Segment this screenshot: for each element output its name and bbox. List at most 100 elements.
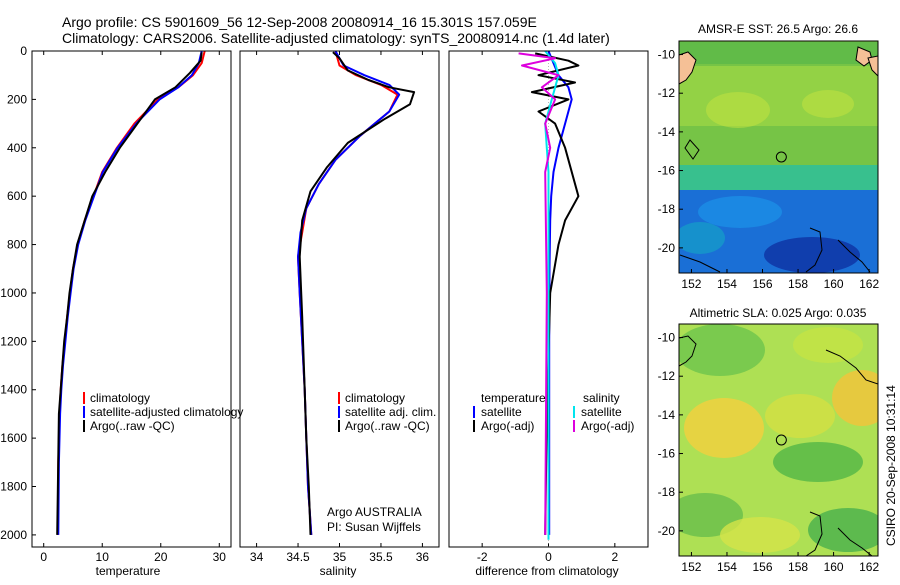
difference-axes-frame: [448, 50, 649, 548]
legend-label-sal-satellite: satellite: [581, 405, 622, 419]
sst-warm-patch: [706, 92, 770, 128]
series-line-temperature-argo-adj-: [530, 52, 580, 535]
x-tick-label: 0: [545, 550, 552, 564]
lat-tick-label: -10: [658, 48, 676, 62]
series-line-satellite-adjusted-climatology: [57, 51, 203, 535]
x-tick-label: 30: [213, 550, 227, 564]
sla-low-patch: [773, 442, 863, 482]
difference-panel: -2 0 2 difference from climatology tempera…: [448, 50, 649, 578]
legend-label-sal-argo: Argo(-adj): [581, 419, 634, 433]
y-tick-label: 200: [7, 92, 27, 106]
lon-tick-label: 160: [824, 277, 844, 291]
sst-cold-patch: [698, 196, 782, 228]
legend-label-climatology: climatology: [345, 391, 405, 405]
lon-tick-label: 154: [717, 560, 737, 574]
lon-tick-label: 152: [681, 560, 701, 574]
temperature-lines: [56, 51, 206, 535]
sla-map-ticks: 152 154 156 158 160 162 -10 -12 -14 -16 -18 -20: [658, 331, 880, 574]
legend-label-argo: Argo(..raw -QC): [90, 419, 175, 433]
legend-label-satellite: satellite adj. clim.: [345, 405, 436, 419]
x-tick-label: 20: [154, 550, 168, 564]
lat-tick-label: -16: [658, 164, 676, 178]
csiro-timestamp-label: CSIRO 20-Sep-2008 10:31:14: [884, 385, 898, 546]
sst-warm-patch: [802, 90, 854, 118]
salinity-ticks: 34 34.5 35 35.5 36: [250, 51, 429, 564]
legend-title-temperature: temperature: [481, 391, 546, 405]
legend-label-argo: Argo(..raw -QC): [345, 419, 430, 433]
principal-investigator-label: PI: Susan Wijffels: [327, 520, 421, 534]
lat-tick-label: -16: [658, 447, 676, 461]
lon-tick-label: 162: [859, 560, 879, 574]
y-tick-label: 0: [20, 44, 27, 58]
difference-legend: temperature salinity satellite Argo(-adj…: [473, 391, 634, 433]
sst-band-transition: [679, 165, 878, 191]
x-tick-label: 35: [333, 550, 347, 564]
y-tick-label: 1600: [0, 431, 27, 445]
sst-cold-patch: [679, 222, 725, 254]
salinity-panel: 34 34.5 35 35.5 36 salinity climatology sate…: [239, 50, 440, 578]
reef-contour: [684, 139, 700, 160]
sst-cold-patch: [764, 237, 860, 273]
salinity-x-axis-label: salinity: [320, 564, 357, 578]
temperature-ticks: 0 10 20 30 0 200 400 600 800 1000 1200 1400 1600 1800…: [0, 44, 226, 564]
sla-map-frame: [678, 323, 879, 557]
series-line-salinity-argo-adj-: [518, 52, 560, 535]
lon-tick-label: 160: [824, 560, 844, 574]
x-tick-label: 10: [96, 550, 110, 564]
x-tick-label: 35.5: [369, 550, 393, 564]
y-tick-label: 400: [7, 141, 27, 155]
sla-high-patch: [793, 327, 863, 363]
sst-map-frame: [678, 40, 879, 274]
sla-low-patch: [808, 508, 878, 552]
lat-tick-label: -14: [658, 125, 676, 139]
series-line-climatology: [297, 51, 399, 535]
difference-lines: [518, 51, 580, 547]
coastline-contour: [679, 254, 721, 273]
x-tick-label: 0: [40, 550, 47, 564]
difference-x-axis-label: difference from climatology: [475, 564, 618, 578]
lon-tick-label: 162: [859, 277, 879, 291]
lat-tick-label: -12: [658, 369, 676, 383]
series-line-argo-raw-qc-: [56, 52, 203, 535]
coastline-land: [679, 51, 697, 85]
coastline-contour: [837, 527, 873, 556]
sla-map-panel: Altimetric SLA: 0.025 Argo: 0.035 152 154…: [658, 306, 880, 574]
sst-map-title: AMSR-E SST: 26.5 Argo: 26.6: [698, 22, 858, 36]
sla-high-patch: [765, 394, 835, 438]
series-line-salinity-satellite: [544, 51, 560, 540]
y-tick-label: 1000: [0, 286, 27, 300]
y-tick-label: 1400: [0, 383, 27, 397]
y-tick-label: 600: [7, 189, 27, 203]
temperature-panel: 0 10 20 30 0 200 400 600 800 1000 1200 1400 1600 1800…: [0, 44, 243, 578]
lon-tick-label: 158: [788, 277, 808, 291]
salinity-axes-frame: [239, 50, 440, 548]
lat-tick-label: -18: [658, 202, 676, 216]
lat-tick-label: -20: [658, 241, 676, 255]
temperature-legend: climatology satellite-adjusted climatolo…: [83, 391, 243, 433]
y-tick-label: 1800: [0, 480, 27, 494]
legend-label-temp-satellite: satellite: [481, 405, 522, 419]
lon-tick-label: 156: [752, 277, 772, 291]
y-tick-label: 1200: [0, 334, 27, 348]
figure-title-line2: Climatology: CARS2006. Satellite-adjuste…: [62, 30, 610, 46]
legend-label-temp-argo: Argo(-adj): [481, 419, 534, 433]
x-tick-label: 34.5: [286, 550, 310, 564]
legend-label-climatology: climatology: [90, 391, 150, 405]
salinity-legend: climatology satellite adj. clim. Argo(..…: [338, 391, 436, 433]
sst-map-panel: AMSR-E SST: 26.5 Argo: 26.6 152 154 156 158…: [658, 22, 880, 291]
coastline-contour: [837, 239, 871, 273]
coastline-contour: [805, 227, 823, 273]
lon-tick-label: 154: [717, 277, 737, 291]
series-line-temperature-satellite: [547, 51, 573, 535]
x-tick-label: 2: [611, 550, 618, 564]
coastline-contour: [805, 511, 823, 556]
argo-float-marker: [775, 151, 787, 163]
series-line-argo-raw-qc-: [298, 51, 416, 535]
coastline-land: [867, 55, 878, 77]
x-tick-label: -2: [477, 550, 488, 564]
sla-map-title: Altimetric SLA: 0.025 Argo: 0.035: [690, 306, 867, 320]
figure-title-line1: Argo profile: CS 5901609_56 12-Sep-2008 …: [62, 14, 537, 30]
sla-high-patch: [832, 370, 878, 426]
lat-tick-label: -14: [658, 408, 676, 422]
y-tick-label: 800: [7, 238, 27, 252]
